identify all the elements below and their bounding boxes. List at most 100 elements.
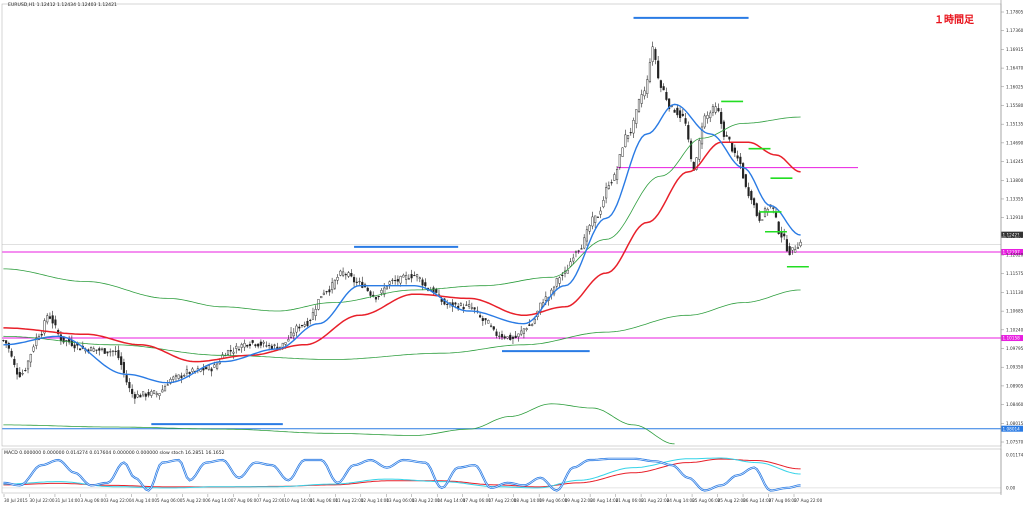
candle-body[interactable]	[287, 339, 290, 342]
candle-body[interactable]	[35, 337, 38, 346]
candle-body[interactable]	[333, 279, 336, 289]
candle-body[interactable]	[755, 203, 758, 216]
candle-body[interactable]	[262, 341, 265, 344]
candle-body[interactable]	[298, 326, 301, 329]
candle-body[interactable]	[185, 369, 189, 374]
candle-body[interactable]	[687, 125, 690, 140]
candle-body[interactable]	[468, 304, 471, 307]
candle-body[interactable]	[89, 347, 93, 352]
candle-body[interactable]	[487, 320, 490, 324]
candle-body[interactable]	[558, 277, 561, 284]
candle-body[interactable]	[59, 334, 62, 342]
candle-body[interactable]	[177, 374, 180, 379]
candle-body[interactable]	[500, 334, 504, 338]
candle-body[interactable]	[210, 368, 213, 372]
candle-body[interactable]	[207, 365, 210, 370]
candle-body[interactable]	[610, 182, 613, 184]
candle-body[interactable]	[380, 290, 383, 294]
candle-body[interactable]	[673, 109, 676, 113]
candle-body[interactable]	[752, 198, 756, 206]
candle-body[interactable]	[24, 370, 27, 372]
candle-body[interactable]	[95, 349, 98, 351]
candle-body[interactable]	[473, 307, 476, 310]
candle-body[interactable]	[459, 303, 462, 306]
candle-body[interactable]	[311, 312, 315, 320]
candle-body[interactable]	[489, 325, 493, 327]
candle-body[interactable]	[254, 344, 257, 347]
candle-body[interactable]	[794, 249, 797, 253]
candle-body[interactable]	[188, 371, 191, 374]
candle-body[interactable]	[772, 207, 775, 209]
candle-body[interactable]	[232, 351, 235, 354]
candle-body[interactable]	[720, 111, 723, 124]
candle-body[interactable]	[503, 336, 506, 339]
candle-body[interactable]	[418, 277, 421, 279]
candle-body[interactable]	[788, 246, 791, 256]
candle-body[interactable]	[777, 221, 780, 235]
candle-body[interactable]	[399, 276, 402, 284]
candle-body[interactable]	[292, 332, 295, 337]
candle-body[interactable]	[569, 261, 572, 267]
candle-body[interactable]	[92, 348, 95, 352]
candle-body[interactable]	[651, 46, 654, 62]
candle-body[interactable]	[528, 324, 531, 326]
candle-body[interactable]	[574, 251, 578, 253]
candle-body[interactable]	[695, 157, 698, 170]
candle-body[interactable]	[18, 372, 21, 378]
candle-body[interactable]	[369, 291, 372, 296]
candle-body[interactable]	[396, 279, 399, 282]
candle-body[interactable]	[131, 388, 134, 394]
candle-body[interactable]	[572, 257, 575, 262]
candle-body[interactable]	[243, 343, 246, 348]
candle-body[interactable]	[662, 86, 665, 91]
candle-body[interactable]	[122, 362, 125, 374]
candle-body[interactable]	[739, 156, 742, 165]
candle-body[interactable]	[665, 91, 668, 100]
candle-body[interactable]	[43, 320, 46, 334]
candle-body[interactable]	[648, 62, 652, 82]
candle-body[interactable]	[339, 270, 342, 276]
candle-body[interactable]	[352, 277, 356, 283]
candle-body[interactable]	[522, 328, 525, 334]
candle-body[interactable]	[142, 391, 145, 396]
candle-body[interactable]	[344, 274, 347, 276]
candle-body[interactable]	[479, 315, 482, 318]
candle-body[interactable]	[599, 210, 602, 215]
candle-body[interactable]	[336, 277, 339, 281]
candle-body[interactable]	[585, 229, 589, 242]
candle-body[interactable]	[309, 319, 312, 321]
candle-body[interactable]	[21, 373, 24, 375]
candle-body[interactable]	[314, 309, 317, 316]
candle-body[interactable]	[10, 350, 13, 357]
candle-body[interactable]	[761, 219, 764, 221]
candle-body[interactable]	[415, 274, 419, 278]
candle-body[interactable]	[213, 364, 216, 368]
candle-body[interactable]	[607, 185, 610, 189]
candle-body[interactable]	[531, 324, 534, 326]
candle-body[interactable]	[128, 382, 131, 389]
candle-body[interactable]	[109, 351, 112, 353]
ma-slow2-line[interactable]	[3, 289, 801, 360]
candle-body[interactable]	[435, 288, 438, 293]
candle-body[interactable]	[684, 118, 687, 124]
candles-group[interactable]	[2, 41, 802, 404]
candle-body[interactable]	[325, 291, 328, 293]
candle-body[interactable]	[100, 348, 104, 350]
candle-body[interactable]	[698, 140, 701, 160]
candle-body[interactable]	[317, 299, 320, 310]
candle-body[interactable]	[659, 80, 662, 88]
candle-body[interactable]	[407, 278, 410, 280]
candle-body[interactable]	[111, 350, 115, 352]
candle-body[interactable]	[166, 384, 169, 386]
candle-body[interactable]	[136, 394, 139, 398]
candle-body[interactable]	[465, 304, 468, 306]
candle-body[interactable]	[785, 239, 789, 252]
candle-body[interactable]	[180, 375, 183, 379]
candle-body[interactable]	[722, 121, 725, 137]
candle-body[interactable]	[40, 333, 43, 336]
candle-body[interactable]	[147, 392, 150, 396]
candle-body[interactable]	[621, 147, 624, 157]
ma-bottom-line[interactable]	[3, 403, 675, 445]
candle-body[interactable]	[583, 237, 586, 249]
